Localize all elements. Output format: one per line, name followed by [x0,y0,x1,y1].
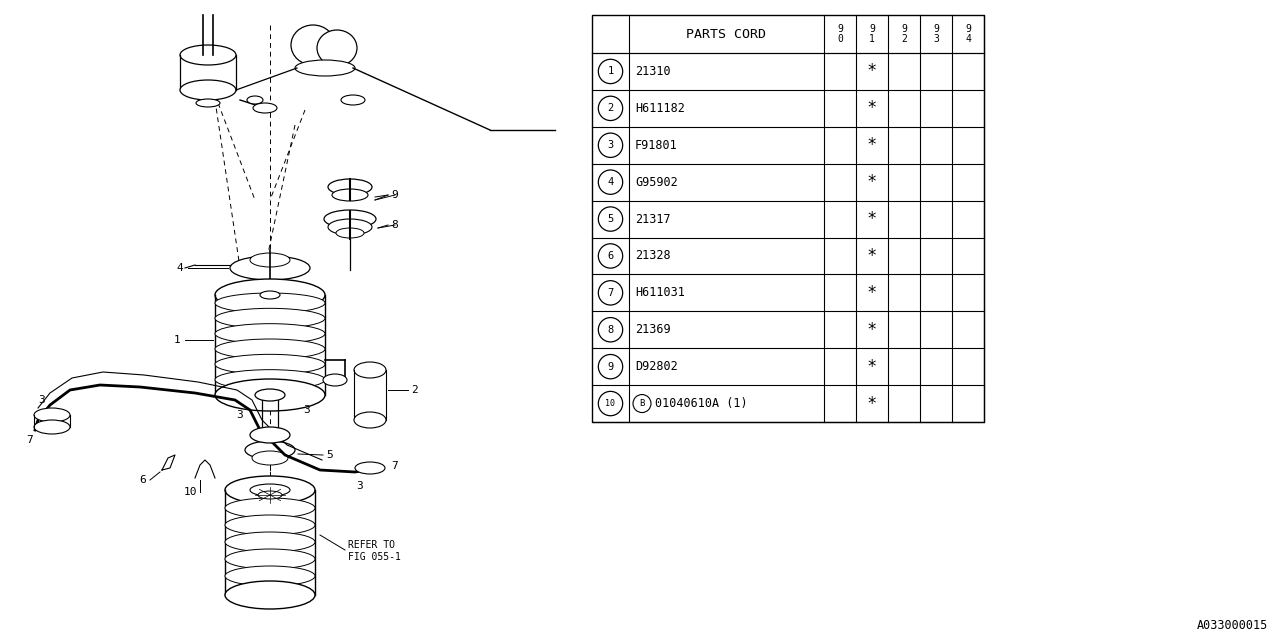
Ellipse shape [215,324,325,344]
Text: H611182: H611182 [635,102,685,115]
Text: 9: 9 [608,362,613,372]
Text: 7: 7 [392,461,398,471]
Ellipse shape [355,362,387,378]
Text: H611031: H611031 [635,286,685,300]
Text: 10: 10 [605,399,616,408]
Text: FIG 055-1: FIG 055-1 [348,552,401,562]
Text: *: * [868,284,877,302]
Ellipse shape [230,256,310,280]
Text: 6: 6 [140,475,146,485]
Ellipse shape [255,389,285,401]
Text: 3: 3 [357,481,364,491]
Text: 21317: 21317 [635,212,671,225]
Ellipse shape [215,293,325,313]
Ellipse shape [215,308,325,328]
Ellipse shape [215,279,325,311]
Ellipse shape [253,103,276,113]
Ellipse shape [250,427,291,443]
Ellipse shape [259,491,282,499]
Bar [591,15,984,422]
Ellipse shape [215,339,325,359]
Ellipse shape [225,566,315,586]
Ellipse shape [328,219,372,235]
Text: 21328: 21328 [635,250,671,262]
Text: 1: 1 [174,335,180,345]
Ellipse shape [225,549,315,569]
Text: 7: 7 [608,288,613,298]
Ellipse shape [260,291,280,299]
Ellipse shape [294,60,355,76]
Text: 5: 5 [608,214,613,224]
Ellipse shape [225,498,315,518]
Text: *: * [868,358,877,376]
Text: 2: 2 [412,385,419,395]
Text: 01040610A (1): 01040610A (1) [655,397,748,410]
Text: 1: 1 [608,67,613,76]
Text: B: B [639,399,645,408]
Ellipse shape [225,476,315,504]
Ellipse shape [355,412,387,428]
Text: 3: 3 [303,405,310,415]
Text: 9
2: 9 2 [901,24,908,44]
Text: 3: 3 [237,410,243,420]
Ellipse shape [247,96,262,104]
Text: 21369: 21369 [635,323,671,336]
Ellipse shape [244,441,294,459]
Text: G95902: G95902 [635,175,677,189]
Text: D92802: D92802 [635,360,677,373]
Text: 2: 2 [608,103,613,113]
Ellipse shape [225,515,315,535]
Text: *: * [868,321,877,339]
Text: 8: 8 [608,324,613,335]
Text: *: * [868,247,877,265]
Ellipse shape [250,484,291,496]
Text: *: * [868,136,877,154]
Text: 9
4: 9 4 [965,24,972,44]
Text: 4: 4 [608,177,613,187]
Ellipse shape [35,420,70,434]
Text: 21310: 21310 [635,65,671,78]
Ellipse shape [323,374,347,386]
Text: *: * [868,63,877,81]
Text: PARTS CORD: PARTS CORD [686,28,767,40]
Text: 9
0: 9 0 [837,24,844,44]
Ellipse shape [252,451,288,465]
Ellipse shape [215,370,325,390]
Ellipse shape [215,355,325,374]
Ellipse shape [250,253,291,267]
Ellipse shape [324,210,376,228]
Ellipse shape [225,581,315,609]
Ellipse shape [355,462,385,474]
Text: A033000015: A033000015 [1197,619,1268,632]
Text: 7: 7 [27,435,33,445]
Ellipse shape [180,45,236,65]
Text: 4: 4 [177,263,183,273]
Ellipse shape [332,189,369,201]
Text: *: * [868,99,877,117]
Ellipse shape [225,532,315,552]
Ellipse shape [340,95,365,105]
Ellipse shape [328,179,372,195]
Text: 9
1: 9 1 [869,24,876,44]
Ellipse shape [35,408,70,422]
Text: 9
3: 9 3 [933,24,940,44]
Text: 6: 6 [608,251,613,261]
Text: 3: 3 [608,140,613,150]
Text: *: * [868,173,877,191]
Text: 10: 10 [183,487,197,497]
Ellipse shape [335,228,364,238]
Text: REFER TO: REFER TO [348,540,396,550]
Ellipse shape [196,99,220,107]
Text: 9: 9 [392,190,398,200]
Ellipse shape [317,30,357,66]
Ellipse shape [291,25,335,65]
Text: 5: 5 [326,450,333,460]
Ellipse shape [180,80,236,100]
Text: 3: 3 [38,395,45,405]
Text: *: * [868,394,877,413]
Text: *: * [868,210,877,228]
Text: F91801: F91801 [635,139,677,152]
Text: 8: 8 [392,220,398,230]
Ellipse shape [215,379,325,411]
